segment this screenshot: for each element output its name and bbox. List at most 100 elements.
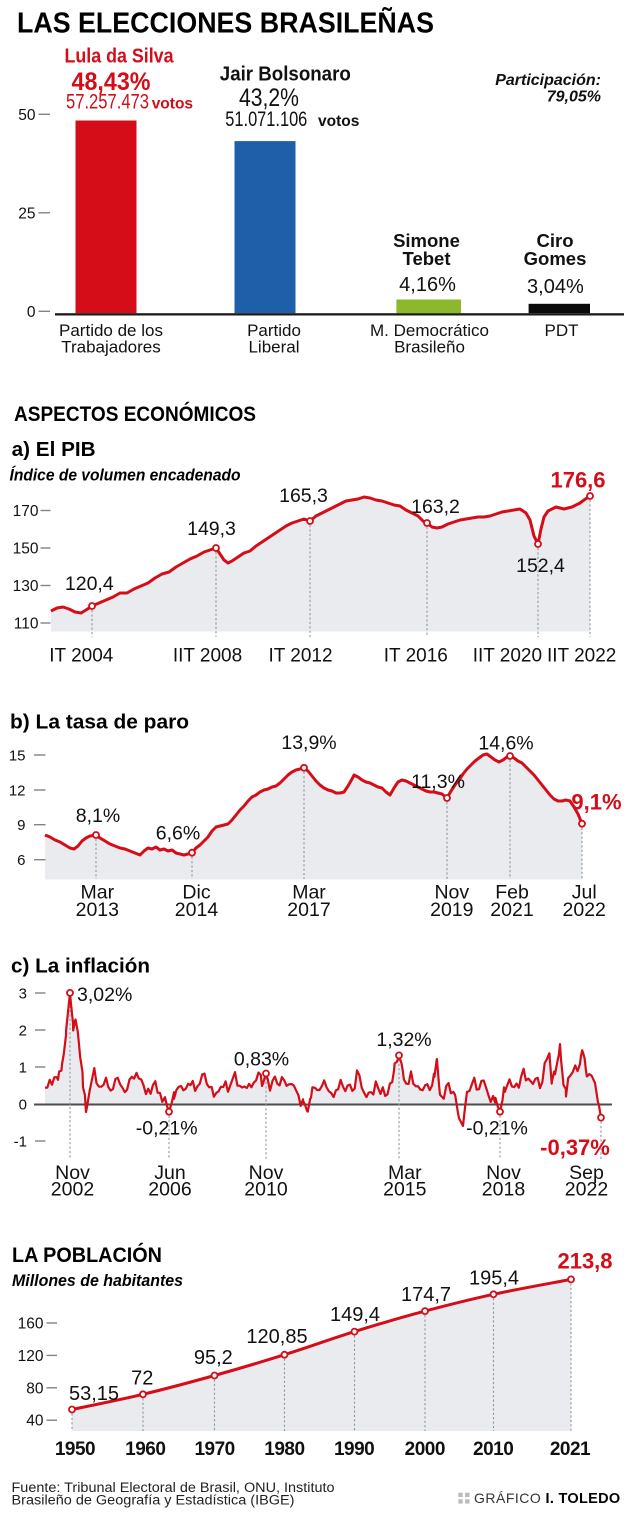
svg-text:Sep: Sep (569, 1162, 604, 1184)
svg-text:2022: 2022 (563, 899, 606, 921)
svg-text:-0,21%: -0,21% (466, 1117, 528, 1139)
svg-text:ASPECTOS ECONÓMICOS: ASPECTOS ECONÓMICOS (14, 402, 256, 426)
svg-text:Dic: Dic (182, 882, 210, 904)
svg-text:25: 25 (18, 205, 35, 222)
svg-text:IT 2004: IT 2004 (49, 646, 114, 667)
svg-text:13,9%: 13,9% (281, 732, 336, 754)
svg-text:9: 9 (17, 817, 25, 834)
svg-text:9,1%: 9,1% (571, 790, 621, 815)
svg-text:0,83%: 0,83% (234, 1048, 289, 1070)
svg-text:Ciro: Ciro (537, 230, 574, 251)
svg-text:2019: 2019 (430, 899, 473, 921)
svg-text:IIT 2008: IIT 2008 (173, 646, 242, 667)
svg-text:3,04%: 3,04% (527, 276, 584, 298)
svg-text:43,2%: 43,2% (239, 84, 299, 112)
svg-text:2000: 2000 (405, 1439, 445, 1460)
svg-text:120: 120 (18, 1348, 44, 1365)
svg-text:IT 2016: IT 2016 (384, 646, 448, 667)
svg-text:1960: 1960 (125, 1439, 165, 1460)
svg-text:8,1%: 8,1% (76, 805, 120, 827)
svg-text:160: 160 (18, 1316, 44, 1333)
svg-text:Tebet: Tebet (403, 248, 451, 269)
svg-text:2006: 2006 (148, 1179, 191, 1201)
svg-text:170: 170 (13, 503, 39, 520)
svg-text:110: 110 (14, 616, 39, 633)
svg-text:80: 80 (26, 1380, 44, 1397)
svg-text:Jul: Jul (572, 882, 597, 904)
svg-text:149,3: 149,3 (187, 518, 236, 540)
svg-text:Liberal: Liberal (248, 338, 299, 357)
svg-text:a) El PIB: a) El PIB (12, 438, 96, 461)
svg-text:2022: 2022 (565, 1179, 608, 1201)
svg-text:Nov: Nov (249, 1162, 284, 1184)
svg-text:2010: 2010 (473, 1439, 513, 1460)
svg-text:2018: 2018 (482, 1179, 525, 1201)
svg-text:Mar: Mar (388, 1162, 422, 1184)
svg-text:2017: 2017 (287, 899, 330, 921)
svg-text:-0,21%: -0,21% (136, 1118, 198, 1140)
svg-text:15: 15 (9, 748, 26, 765)
svg-text:0: 0 (19, 1097, 27, 1114)
svg-text:213,8: 213,8 (557, 1249, 612, 1274)
svg-text:IIT 2022: IIT 2022 (547, 646, 616, 667)
svg-text:53,15: 53,15 (69, 1383, 119, 1405)
svg-text:72: 72 (131, 1367, 153, 1389)
svg-text:176,6: 176,6 (550, 468, 605, 493)
svg-text:GRÁFICO: GRÁFICO (474, 1490, 541, 1506)
svg-text:c) La inflación: c) La inflación (11, 955, 150, 978)
svg-text:LAS ELECCIONES BRASILEÑAS: LAS ELECCIONES BRASILEÑAS (17, 6, 434, 40)
svg-text:11,3%: 11,3% (411, 771, 465, 793)
svg-text:2013: 2013 (76, 899, 119, 921)
svg-text:Nov: Nov (486, 1162, 521, 1184)
svg-text:Simone: Simone (393, 230, 460, 251)
svg-text:2002: 2002 (51, 1179, 94, 1201)
svg-text:149,4: 149,4 (330, 1304, 380, 1326)
svg-text:57.257.473: 57.257.473 (66, 91, 149, 114)
svg-text:Nov: Nov (434, 882, 469, 904)
svg-text:1950: 1950 (55, 1439, 95, 1460)
svg-text:48,43%: 48,43% (72, 68, 151, 96)
svg-text:40: 40 (26, 1413, 44, 1430)
svg-text:130: 130 (13, 578, 39, 595)
svg-text:LA POBLACIÓN: LA POBLACIÓN (12, 1243, 162, 1267)
svg-text:IT 2012: IT 2012 (268, 646, 332, 667)
svg-text:0: 0 (27, 304, 36, 321)
svg-text:1980: 1980 (264, 1439, 304, 1460)
svg-text:votos: votos (318, 113, 359, 130)
svg-text:IIT 2020: IIT 2020 (473, 646, 542, 667)
svg-text:Jair Bolsonaro: Jair Bolsonaro (220, 64, 351, 86)
svg-text:120,85: 120,85 (246, 1326, 307, 1348)
svg-text:2014: 2014 (175, 899, 219, 921)
svg-text:2015: 2015 (383, 1179, 427, 1201)
svg-text:Trabajadores: Trabajadores (61, 338, 161, 357)
svg-text:M. Democrático: M. Democrático (370, 321, 489, 340)
svg-text:6,6%: 6,6% (156, 823, 200, 845)
svg-text:Feb: Feb (495, 882, 529, 904)
svg-text:Lula da Silva: Lula da Silva (65, 46, 175, 68)
svg-text:1,32%: 1,32% (376, 1029, 431, 1051)
svg-text:Jun: Jun (154, 1162, 185, 1184)
svg-text:2021: 2021 (490, 899, 533, 921)
svg-text:votos: votos (152, 96, 193, 113)
svg-text:165,3: 165,3 (279, 485, 328, 507)
svg-text:120,4: 120,4 (65, 573, 114, 595)
svg-text:51.071.106: 51.071.106 (225, 108, 307, 131)
svg-text:b) La tasa de paro: b) La tasa de paro (10, 711, 189, 734)
svg-text:Brasileño de Geografía y Estad: Brasileño de Geografía y Estadística (IB… (12, 1493, 295, 1508)
svg-text:6: 6 (17, 852, 25, 869)
svg-text:PDT: PDT (545, 321, 579, 340)
svg-text:Partido: Partido (247, 321, 301, 340)
svg-text:Brasileño: Brasileño (394, 338, 465, 357)
svg-text:174,7: 174,7 (401, 1284, 451, 1306)
svg-text:2: 2 (19, 1023, 27, 1040)
svg-text:Índice de volumen encadenado: Índice de volumen encadenado (10, 466, 241, 485)
svg-text:I. TOLEDO: I. TOLEDO (546, 1491, 621, 1507)
svg-text:2021: 2021 (550, 1439, 591, 1460)
svg-text:3,02%: 3,02% (77, 984, 132, 1006)
svg-text:-0,37%: -0,37% (540, 1135, 610, 1160)
svg-text:-1: -1 (14, 1134, 27, 1151)
svg-text:150: 150 (13, 541, 39, 558)
svg-text:Mar: Mar (292, 882, 326, 904)
svg-text:Nov: Nov (55, 1162, 90, 1184)
svg-text:Participación:: Participación: (495, 72, 601, 89)
